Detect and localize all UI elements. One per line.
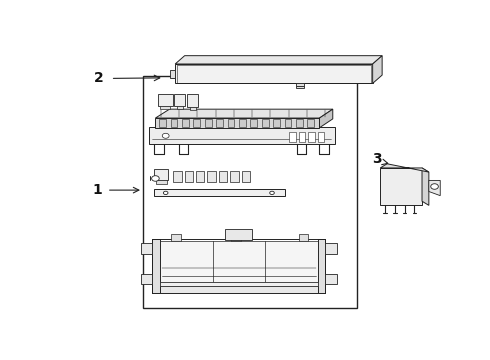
Bar — [160, 105, 170, 109]
Polygon shape — [160, 282, 318, 286]
Polygon shape — [231, 234, 241, 242]
Text: 1: 1 — [93, 183, 102, 197]
Circle shape — [270, 191, 274, 194]
Bar — [308, 132, 315, 141]
Bar — [205, 119, 212, 127]
Polygon shape — [429, 180, 440, 196]
Bar — [262, 119, 269, 127]
Bar — [318, 132, 324, 141]
Text: 3: 3 — [371, 152, 381, 166]
Polygon shape — [380, 164, 429, 172]
Bar — [143, 76, 358, 308]
Polygon shape — [296, 86, 304, 88]
Polygon shape — [170, 69, 175, 78]
Bar — [307, 119, 314, 127]
Polygon shape — [380, 168, 422, 205]
Bar — [207, 171, 216, 182]
Bar — [185, 171, 193, 182]
Bar — [171, 119, 177, 127]
Polygon shape — [175, 56, 382, 64]
Bar — [182, 119, 189, 127]
Polygon shape — [155, 118, 319, 128]
Polygon shape — [148, 127, 335, 144]
Polygon shape — [155, 109, 333, 118]
Polygon shape — [325, 274, 337, 284]
Bar — [298, 132, 305, 141]
Polygon shape — [422, 168, 429, 205]
Bar — [194, 119, 200, 127]
Polygon shape — [141, 243, 152, 254]
Bar — [154, 189, 285, 196]
Bar — [216, 119, 223, 127]
Bar — [187, 94, 198, 107]
Bar — [230, 171, 239, 182]
Polygon shape — [141, 274, 152, 284]
Bar — [159, 119, 166, 127]
Polygon shape — [172, 234, 181, 242]
Polygon shape — [319, 109, 333, 128]
Bar — [156, 180, 167, 184]
Bar — [177, 105, 183, 109]
Bar — [174, 94, 185, 105]
Polygon shape — [325, 243, 337, 254]
Polygon shape — [318, 239, 325, 293]
Bar — [225, 229, 251, 240]
Bar — [289, 132, 296, 141]
Bar — [296, 119, 303, 127]
Polygon shape — [298, 234, 308, 242]
Bar — [242, 171, 250, 182]
Circle shape — [163, 191, 168, 194]
Bar — [227, 119, 234, 127]
Text: 2: 2 — [95, 71, 104, 85]
Polygon shape — [175, 64, 372, 84]
Circle shape — [431, 184, 439, 189]
Polygon shape — [160, 242, 318, 282]
Bar — [219, 171, 227, 182]
Bar — [173, 171, 182, 182]
Bar — [239, 119, 246, 127]
Bar — [250, 119, 257, 127]
Circle shape — [151, 176, 159, 181]
Circle shape — [162, 133, 169, 138]
Bar — [196, 171, 204, 182]
Bar — [285, 119, 292, 127]
Bar — [154, 169, 168, 180]
Polygon shape — [296, 82, 304, 86]
Bar — [190, 107, 196, 110]
Polygon shape — [152, 286, 325, 293]
Bar — [158, 94, 172, 105]
Polygon shape — [152, 239, 160, 293]
Polygon shape — [372, 56, 382, 84]
Bar — [273, 119, 280, 127]
